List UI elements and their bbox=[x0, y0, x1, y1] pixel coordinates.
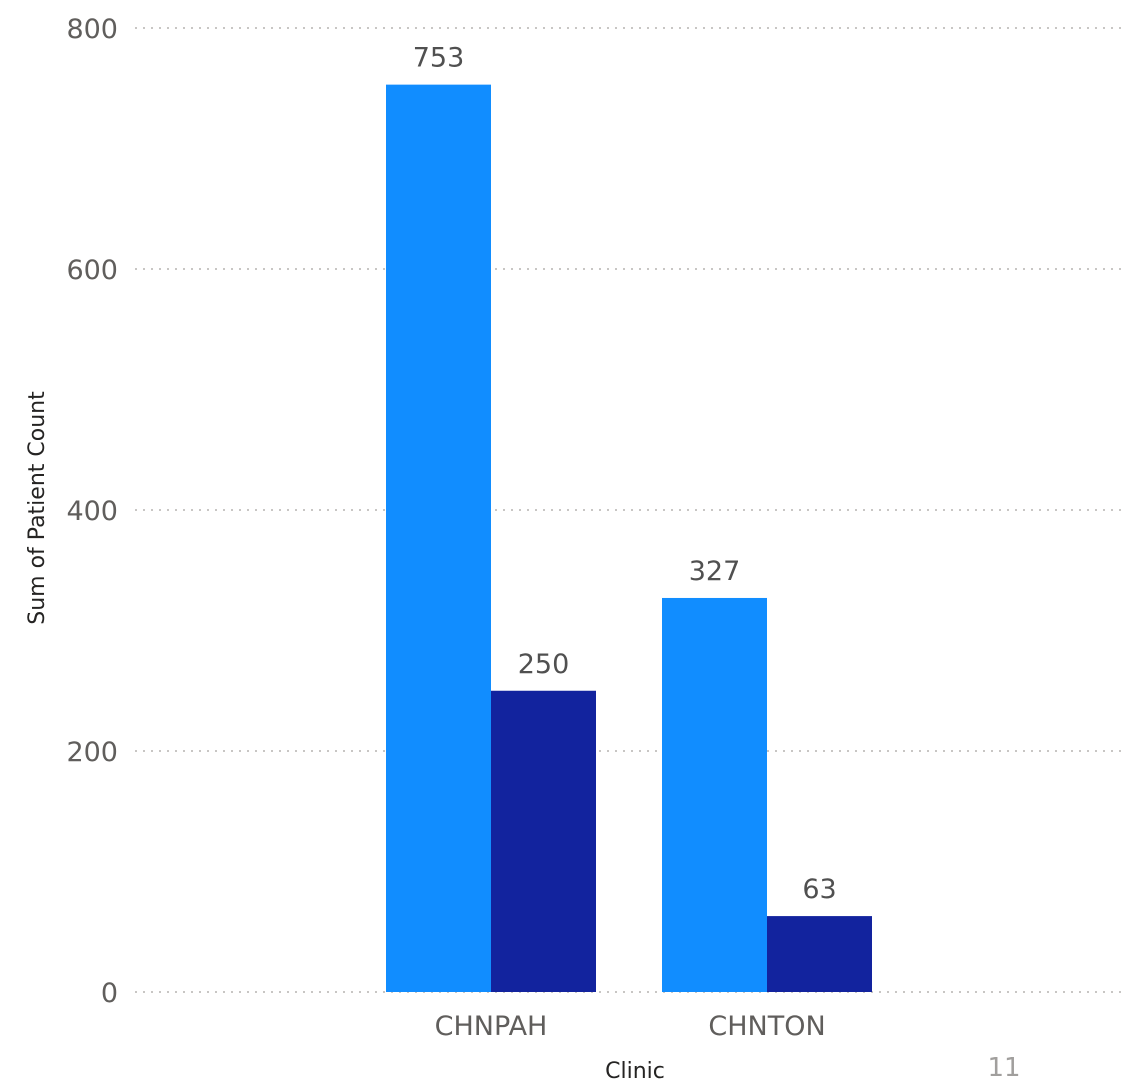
data-label: 250 bbox=[518, 649, 570, 680]
x-tick-label-chnpah: CHNPAH bbox=[435, 1011, 548, 1042]
y-axis-ticks: 0 200 400 600 800 bbox=[66, 14, 118, 1009]
bar-chnton-series-1[interactable] bbox=[662, 597, 767, 992]
y-tick-label: 800 bbox=[66, 14, 118, 45]
data-labels: 753 250 327 63 bbox=[413, 43, 837, 905]
bar-chnpah-series-2[interactable] bbox=[491, 690, 596, 992]
gridlines bbox=[135, 27, 1125, 993]
bars bbox=[386, 84, 872, 992]
corner-mark: 11 bbox=[987, 1053, 1020, 1083]
x-axis-categories: CHNPAH CHNTON bbox=[435, 1011, 826, 1042]
x-tick-label-chnton: CHNTON bbox=[708, 1011, 825, 1042]
bar-chnpah-series-1[interactable] bbox=[386, 84, 491, 992]
y-tick-label: 0 bbox=[101, 978, 118, 1009]
y-tick-label: 400 bbox=[66, 496, 118, 527]
data-label: 63 bbox=[802, 874, 836, 905]
x-axis-title: Clinic bbox=[605, 1059, 665, 1084]
data-label: 753 bbox=[413, 43, 465, 74]
data-label: 327 bbox=[689, 556, 741, 587]
y-tick-label: 200 bbox=[66, 737, 118, 768]
y-tick-label: 600 bbox=[66, 255, 118, 286]
y-axis-title: Sum of Patient Count bbox=[25, 391, 50, 625]
bar-chnton-series-2[interactable] bbox=[767, 916, 872, 992]
